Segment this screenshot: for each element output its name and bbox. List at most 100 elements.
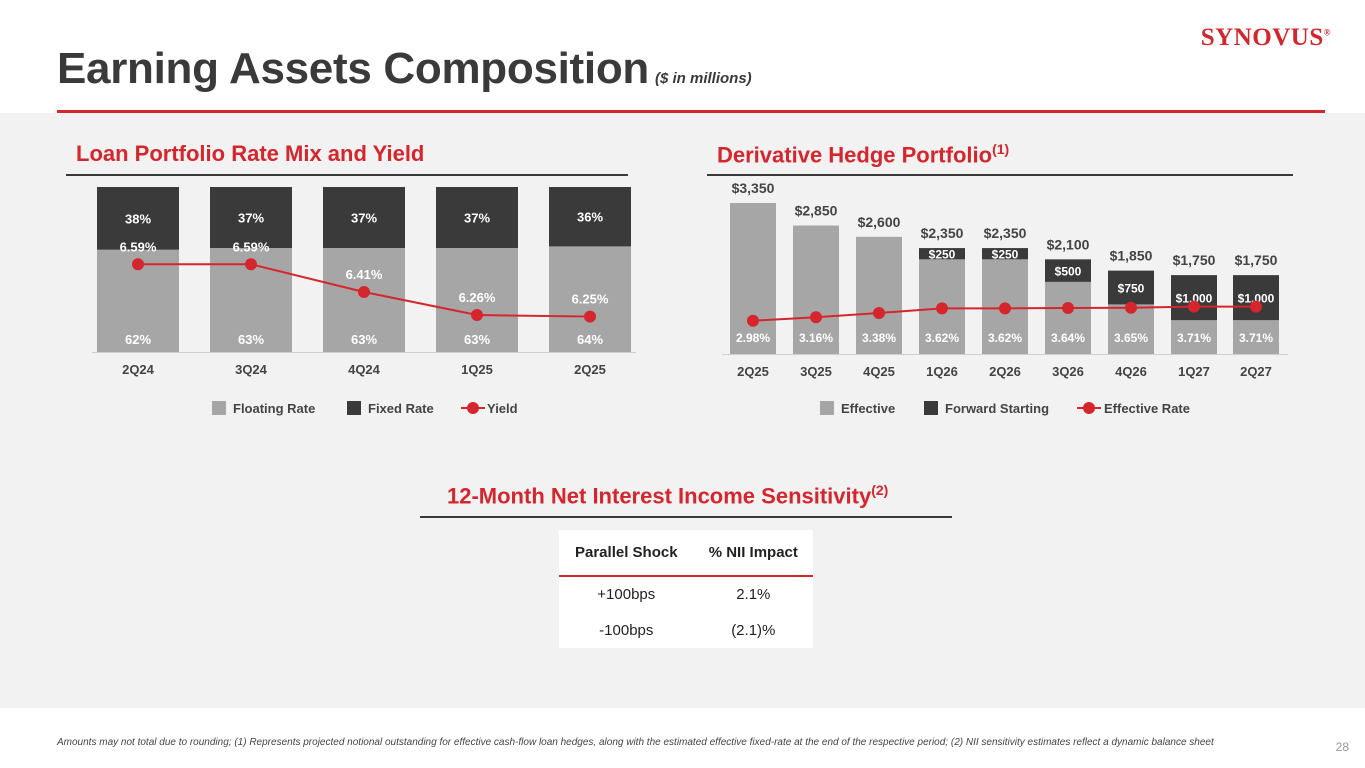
yield-data-label: 6.26% (459, 290, 496, 305)
effective-bar (1171, 320, 1217, 354)
yield-point (132, 258, 144, 271)
effective-rate-point (810, 311, 822, 324)
legend-yield-marker (467, 402, 479, 414)
effective-bar (730, 203, 776, 354)
effective-rate-point (1250, 300, 1262, 313)
yield-data-label: 6.41% (346, 267, 383, 282)
loan-section-rule (66, 174, 628, 176)
hedge-section-title: Derivative Hedge Portfolio(1) (717, 141, 1009, 168)
effective-bar (793, 225, 839, 354)
effective-rate-label: 3.64% (1051, 331, 1085, 345)
category-tick-label: 1Q27 (1178, 364, 1210, 379)
category-tick-label: 1Q26 (926, 364, 958, 379)
category-tick-label: 2Q26 (989, 364, 1021, 379)
total-value-label: $2,600 (858, 214, 901, 230)
floating-rate-label: 63% (238, 332, 264, 347)
total-value-label: $1,750 (1173, 252, 1216, 268)
fixed-rate-label: 37% (238, 211, 264, 226)
floating-rate-bar (549, 246, 631, 352)
total-value-label: $2,350 (921, 225, 964, 241)
category-tick-label: 2Q25 (574, 362, 606, 377)
category-tick-label: 1Q25 (461, 362, 493, 377)
logo-registered-mark: ® (1323, 27, 1331, 38)
category-tick-label: 2Q27 (1240, 364, 1272, 379)
page-title: Earning Assets Composition ($ in millions… (57, 44, 752, 94)
fixed-rate-bar (210, 187, 292, 249)
loan-section-title-text: Loan Portfolio Rate Mix and Yield (76, 141, 425, 166)
forward-starting-bar (982, 248, 1028, 260)
table-header-row: Parallel Shock % NII Impact (559, 530, 813, 577)
forward-starting-bar (1108, 270, 1154, 305)
effective-rate-label: 3.65% (1114, 331, 1148, 345)
column-header-nii-impact: % NII Impact (693, 530, 813, 577)
table-row: +100bps 2.1% (559, 576, 813, 612)
category-tick-label: 4Q24 (348, 362, 381, 377)
forward-starting-bar (1171, 275, 1217, 321)
yield-point (245, 258, 257, 271)
header-divider (57, 110, 1325, 113)
category-tick-label: 4Q26 (1115, 364, 1147, 379)
yield-data-label: 6.59% (120, 239, 157, 254)
effective-rate-point (873, 306, 885, 319)
forward-starting-label: $1,000 (1176, 292, 1213, 306)
effective-bar (1233, 320, 1279, 354)
yield-point (358, 285, 370, 298)
forward-starting-label: $500 (1055, 265, 1082, 279)
legend-yield-label: Yield (487, 401, 518, 416)
fixed-rate-label: 37% (464, 211, 490, 226)
header: Earning Assets Composition ($ in millions… (0, 0, 1365, 113)
category-tick-label: 2Q25 (737, 364, 769, 379)
shock-cell: +100bps (597, 586, 656, 603)
synovus-logo: SYNOVUS® (1201, 24, 1331, 52)
nii-section-title: 12-Month Net Interest Income Sensitivity… (447, 482, 888, 509)
forward-starting-label: $1,000 (1238, 292, 1275, 306)
category-tick-label: 3Q25 (800, 364, 832, 379)
effective-rate-label: 2.98% (736, 331, 770, 345)
page-subtitle: ($ in millions) (654, 70, 752, 87)
total-value-label: $1,850 (1110, 248, 1153, 264)
impact-cell: 2.1% (736, 586, 771, 603)
total-value-label: $2,350 (984, 225, 1027, 241)
category-tick-label: 3Q26 (1052, 364, 1084, 379)
total-value-label: $2,100 (1047, 236, 1090, 252)
effective-rate-label: 3.62% (988, 331, 1022, 345)
effective-bar (1045, 281, 1091, 354)
impact-cell: (2.1)% (731, 621, 776, 639)
legend-forward-label: Forward Starting (945, 401, 1049, 416)
fixed-rate-bar (97, 187, 179, 250)
legend-fixed-swatch (347, 401, 361, 415)
legend-forward-swatch (924, 401, 938, 415)
effective-rate-point (999, 302, 1011, 315)
fixed-rate-label: 38% (125, 211, 151, 226)
footnote-text: Amounts may not total due to rounding; (… (57, 737, 1214, 748)
floating-rate-label: 62% (125, 332, 151, 347)
category-tick-label: 2Q24 (122, 362, 155, 377)
fixed-rate-bar (323, 187, 405, 249)
column-header-parallel-shock: Parallel Shock (559, 530, 694, 577)
fixed-rate-label: 37% (351, 211, 377, 226)
forward-starting-bar (1233, 275, 1279, 321)
effective-bar (856, 236, 902, 354)
nii-footnote-marker: (2) (871, 482, 889, 498)
floating-rate-label: 63% (464, 332, 490, 347)
category-tick-label: 3Q24 (235, 362, 268, 377)
floating-rate-bar (436, 248, 518, 352)
effective-rate-point (1125, 301, 1137, 314)
yield-data-label: 6.25% (572, 292, 609, 307)
table-row: -100bps (2.1)% (559, 612, 813, 648)
effective-rate-point (1062, 301, 1074, 314)
hedge-footnote-marker: (1) (992, 141, 1010, 157)
yield-point (471, 309, 483, 322)
effective-rate-label: 3.38% (862, 331, 896, 345)
legend-rate-label: Effective Rate (1104, 401, 1190, 416)
yield-data-label: 6.59% (233, 239, 270, 254)
total-value-label: $3,350 (732, 180, 775, 196)
legend-fixed-label: Fixed Rate (368, 401, 434, 416)
loan-section-title: Loan Portfolio Rate Mix and Yield (76, 141, 424, 167)
hedge-section-title-text: Derivative Hedge Portfolio (717, 142, 993, 168)
legend-rate-marker (1083, 402, 1095, 414)
legend-floating-label: Floating Rate (233, 401, 315, 416)
floating-rate-label: 63% (351, 332, 377, 347)
floating-rate-bar (323, 248, 405, 352)
